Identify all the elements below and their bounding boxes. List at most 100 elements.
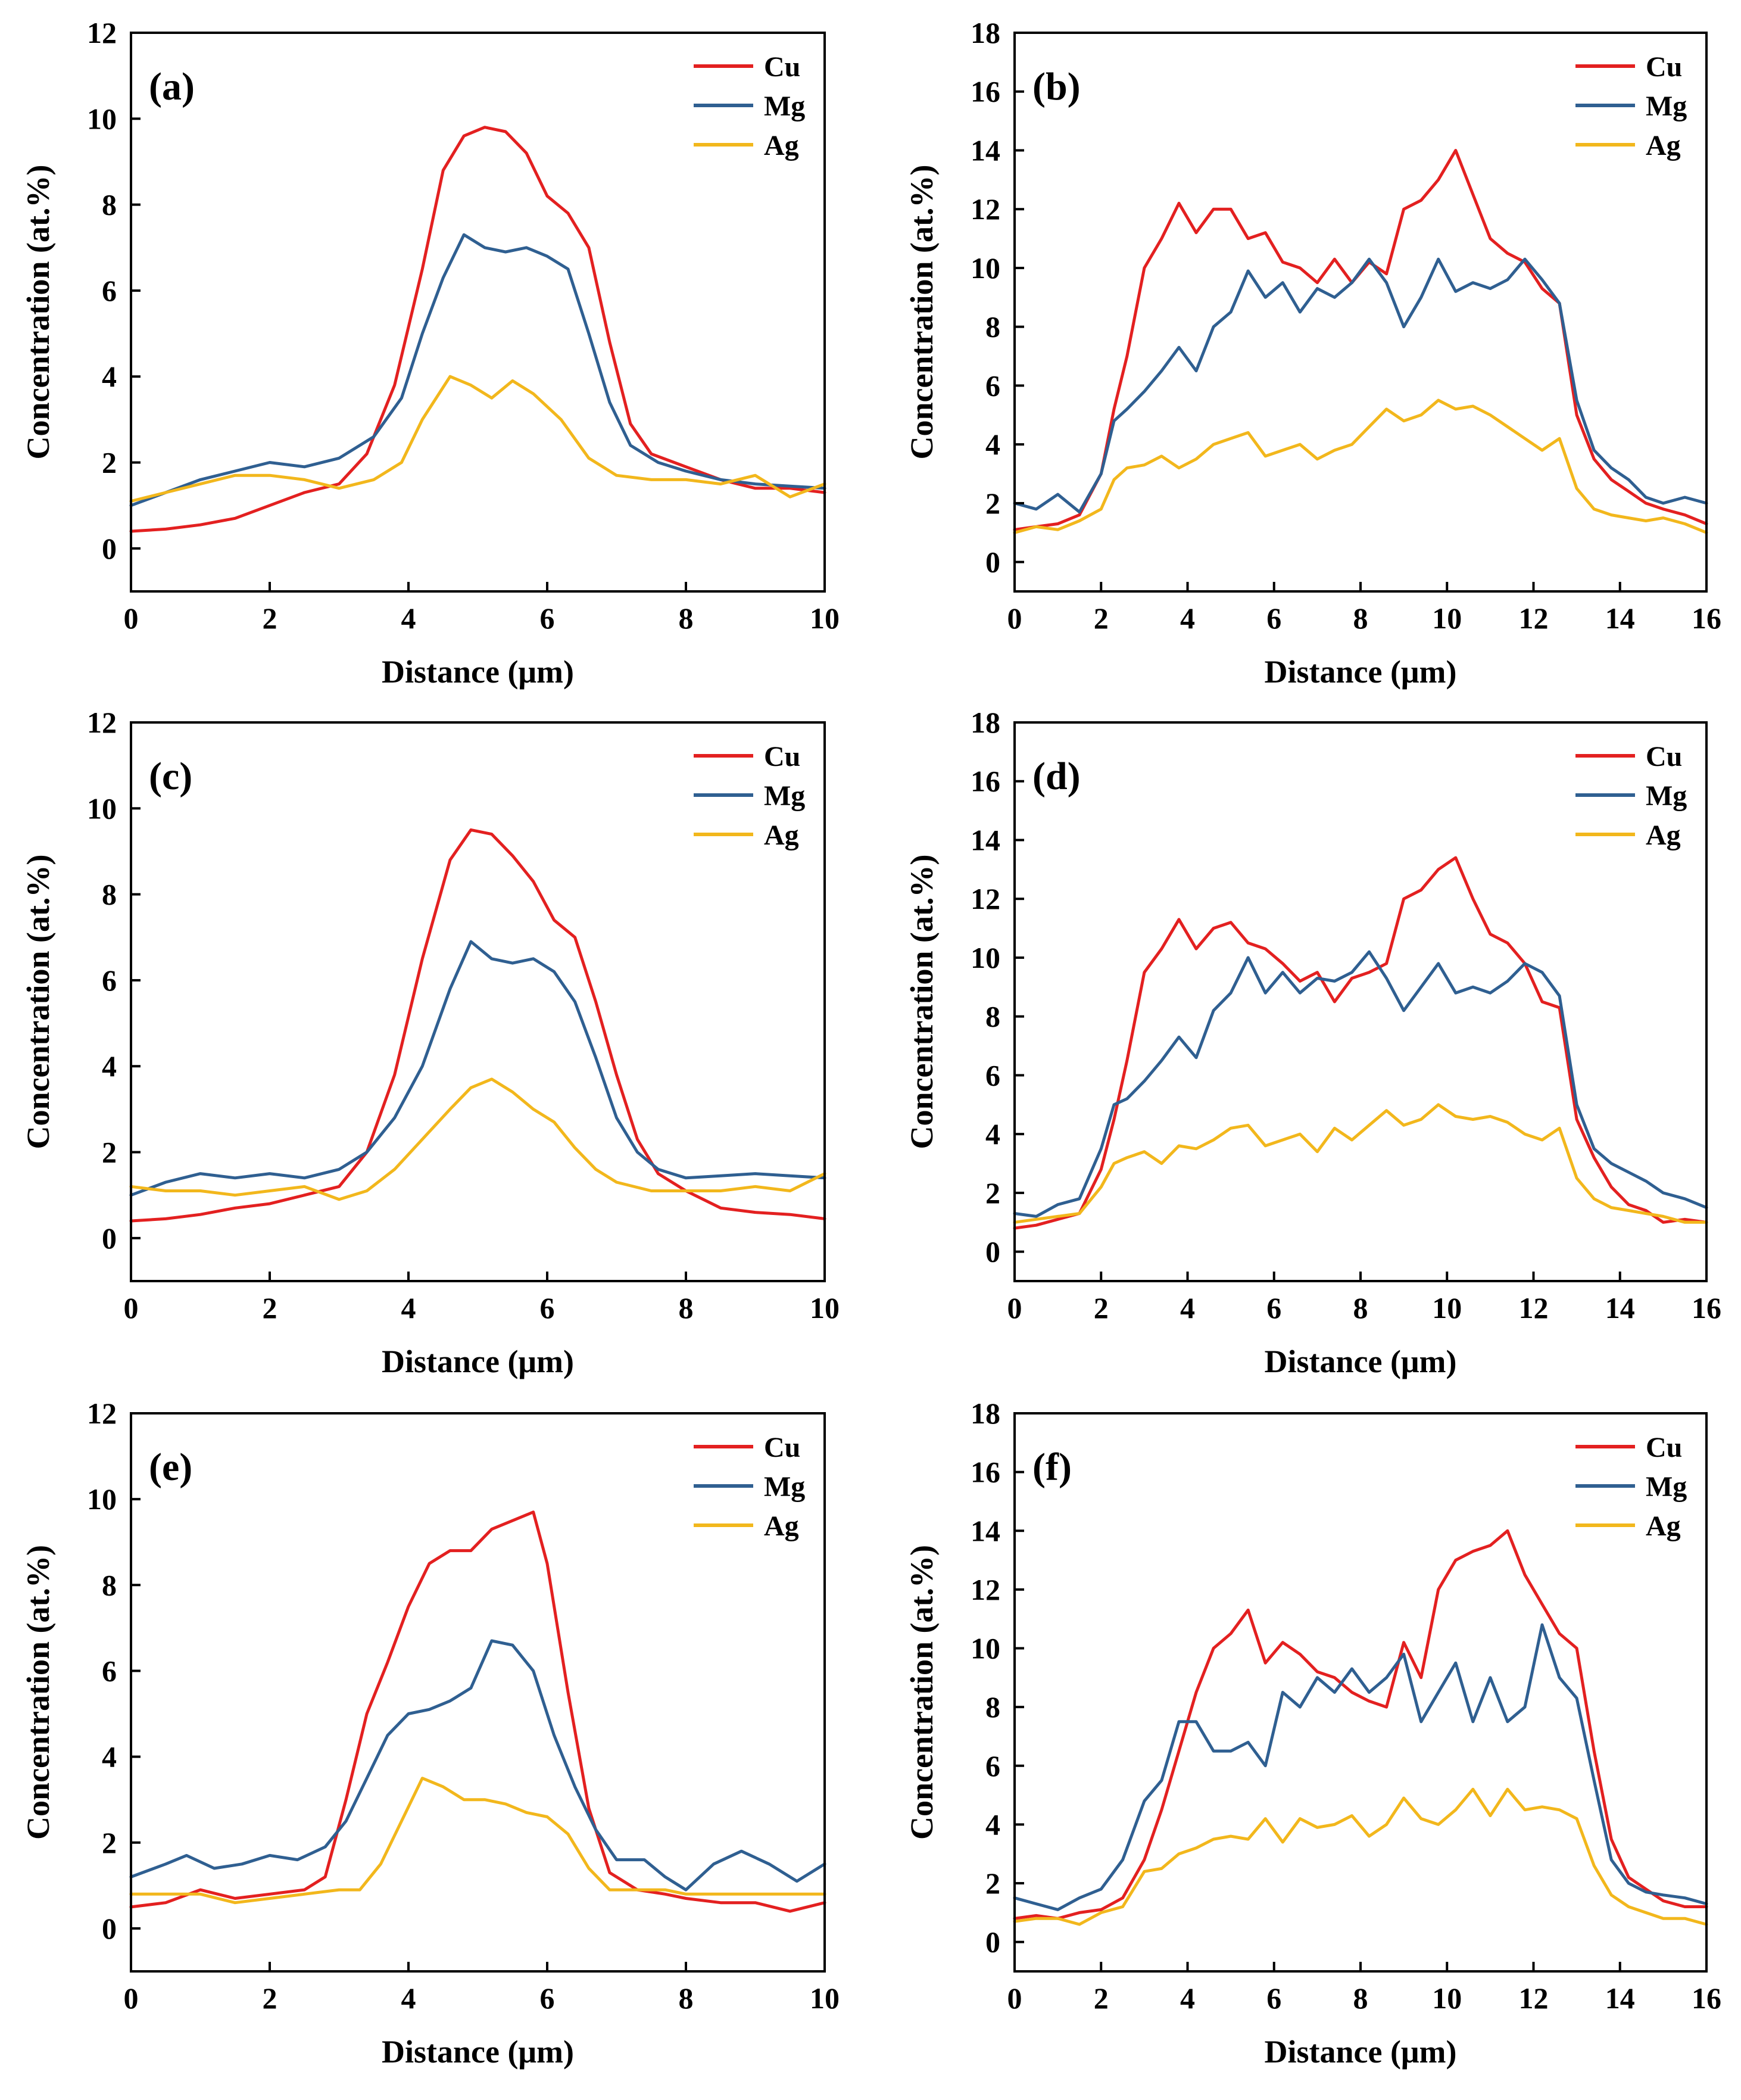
plot-frame [1013,32,1708,593]
legend: Cu Mg Ag [1575,741,1687,851]
x-tick-label: 4 [401,602,416,635]
y-tick-label: 2 [985,1176,1000,1210]
x-tick-label: 10 [1432,1291,1462,1325]
panel-label: (b) [1032,65,1081,108]
y-tick-label: 0 [985,1925,1000,1959]
legend-label-mg: Mg [764,780,805,812]
y-axis-title: Concentration (at.%) [20,1545,56,1840]
panel-label: (f) [1032,1445,1072,1489]
y-axis-title: Concentration (at.%) [904,165,940,460]
x-tick-label: 10 [1432,602,1462,635]
y-tick-label: 2 [985,1867,1000,1900]
legend-label-mg: Mg [1646,91,1687,122]
panel-label: (e) [149,1445,192,1489]
x-axis-title: Distance (μm) [382,654,574,690]
x-tick-label: 10 [1432,1981,1462,2015]
y-tick-label: 0 [102,1912,117,1945]
series-line-cu [1013,149,1708,531]
legend-label-mg: Mg [764,1471,805,1503]
y-tick-label: 0 [102,1222,117,1255]
legend: Cu Mg Ag [1575,51,1687,161]
x-tick-label: 6 [540,1291,555,1325]
y-tick-label: 0 [985,1235,1000,1269]
x-tick-label: 0 [124,1291,139,1325]
y-tick-label: 4 [102,1049,117,1083]
series-line-cu [1013,1529,1708,1920]
legend: Cu Mg Ag [1575,1432,1687,1542]
x-tick-label: 8 [679,602,694,635]
x-tick-label: 14 [1605,602,1635,635]
y-tick-label: 18 [971,16,1000,49]
plot-frame [1013,721,1708,1282]
y-tick-label: 10 [87,1482,117,1516]
plot-frame [130,32,826,593]
y-tick-label: 10 [971,1632,1000,1665]
x-tick-label: 0 [1007,602,1022,635]
x-tick-label: 8 [1353,602,1368,635]
x-tick-label: 4 [1180,1291,1195,1325]
x-tick-label: 8 [679,1291,694,1325]
x-tick-label: 4 [1180,602,1195,635]
y-tick-label: 4 [985,1117,1000,1151]
legend: Cu Mg Ag [694,741,805,851]
legend-label-ag: Ag [1646,820,1681,851]
x-tick-label: 2 [263,602,277,635]
x-tick-label: 12 [1519,1981,1549,2015]
series-line-mg [129,1639,826,1892]
x-tick-label: 12 [1519,602,1549,635]
x-tick-label: 10 [810,1291,840,1325]
panel-f: 0 2 4 6 8 10 12 14 16 0 2 4 6 8 10 12 14 16 18 Distance (μm… [904,1397,1721,2070]
plot-frame [130,1412,826,1973]
series-line-ag [1013,398,1708,534]
x-tick-label: 6 [1266,1981,1281,2015]
x-tick-label: 8 [1353,1981,1368,2015]
y-tick-label: 6 [102,274,117,307]
y-tick-label: 8 [985,1690,1000,1724]
y-tick-label: 16 [971,765,1000,798]
x-tick-label: 6 [540,602,555,635]
y-tick-label: 2 [102,446,117,479]
x-tick-label: 4 [401,1291,416,1325]
x-axis-title: Distance (μm) [1264,2034,1456,2070]
x-tick-label: 6 [540,1981,555,2015]
y-tick-label: 12 [971,192,1000,226]
x-tick-label: 4 [401,1981,416,2015]
y-tick-label: 18 [971,1397,1000,1430]
series-line-cu [129,828,826,1223]
panel-label: (d) [1032,755,1081,798]
panel-e: 0 2 4 6 8 10 0 2 4 6 8 10 12 Distance (μm) Concentrati… [20,1397,840,2070]
x-tick-label: 6 [1266,1291,1281,1325]
y-tick-label: 10 [971,941,1000,974]
y-tick-label: 18 [971,706,1000,739]
series-line-mg [1013,950,1708,1218]
series-line-ag [1013,1103,1708,1224]
y-tick-label: 6 [102,964,117,997]
y-axis-title: Concentration (at.%) [20,165,56,460]
x-axis-title: Distance (μm) [1264,1344,1456,1379]
y-tick-label: 2 [102,1136,117,1169]
legend: Cu Mg Ag [694,1432,805,1542]
legend-label-cu: Cu [764,741,800,772]
legend-label-cu: Cu [764,1432,800,1463]
legend-label-ag: Ag [764,1510,799,1542]
series-line-mg [129,233,826,507]
legend-label-mg: Mg [1646,1471,1687,1503]
x-tick-label: 16 [1692,602,1721,635]
legend-label-mg: Mg [764,91,805,122]
legend-label-cu: Cu [1646,51,1682,83]
x-tick-label: 2 [1094,1981,1109,2015]
x-tick-label: 0 [124,1981,139,2015]
legend-label-ag: Ag [1646,130,1681,161]
x-tick-label: 2 [263,1981,277,2015]
y-tick-label: 4 [985,1808,1000,1841]
panel-label: (a) [149,65,195,108]
y-tick-label: 8 [102,1568,117,1602]
y-tick-label: 6 [985,369,1000,402]
x-tick-label: 2 [1094,1291,1109,1325]
series-line-ag [1013,1787,1708,1926]
x-axis-title: Distance (μm) [382,1344,574,1379]
series-line-mg [129,940,826,1197]
y-tick-label: 2 [102,1826,117,1859]
x-axis-title: Distance (μm) [382,2034,574,2070]
